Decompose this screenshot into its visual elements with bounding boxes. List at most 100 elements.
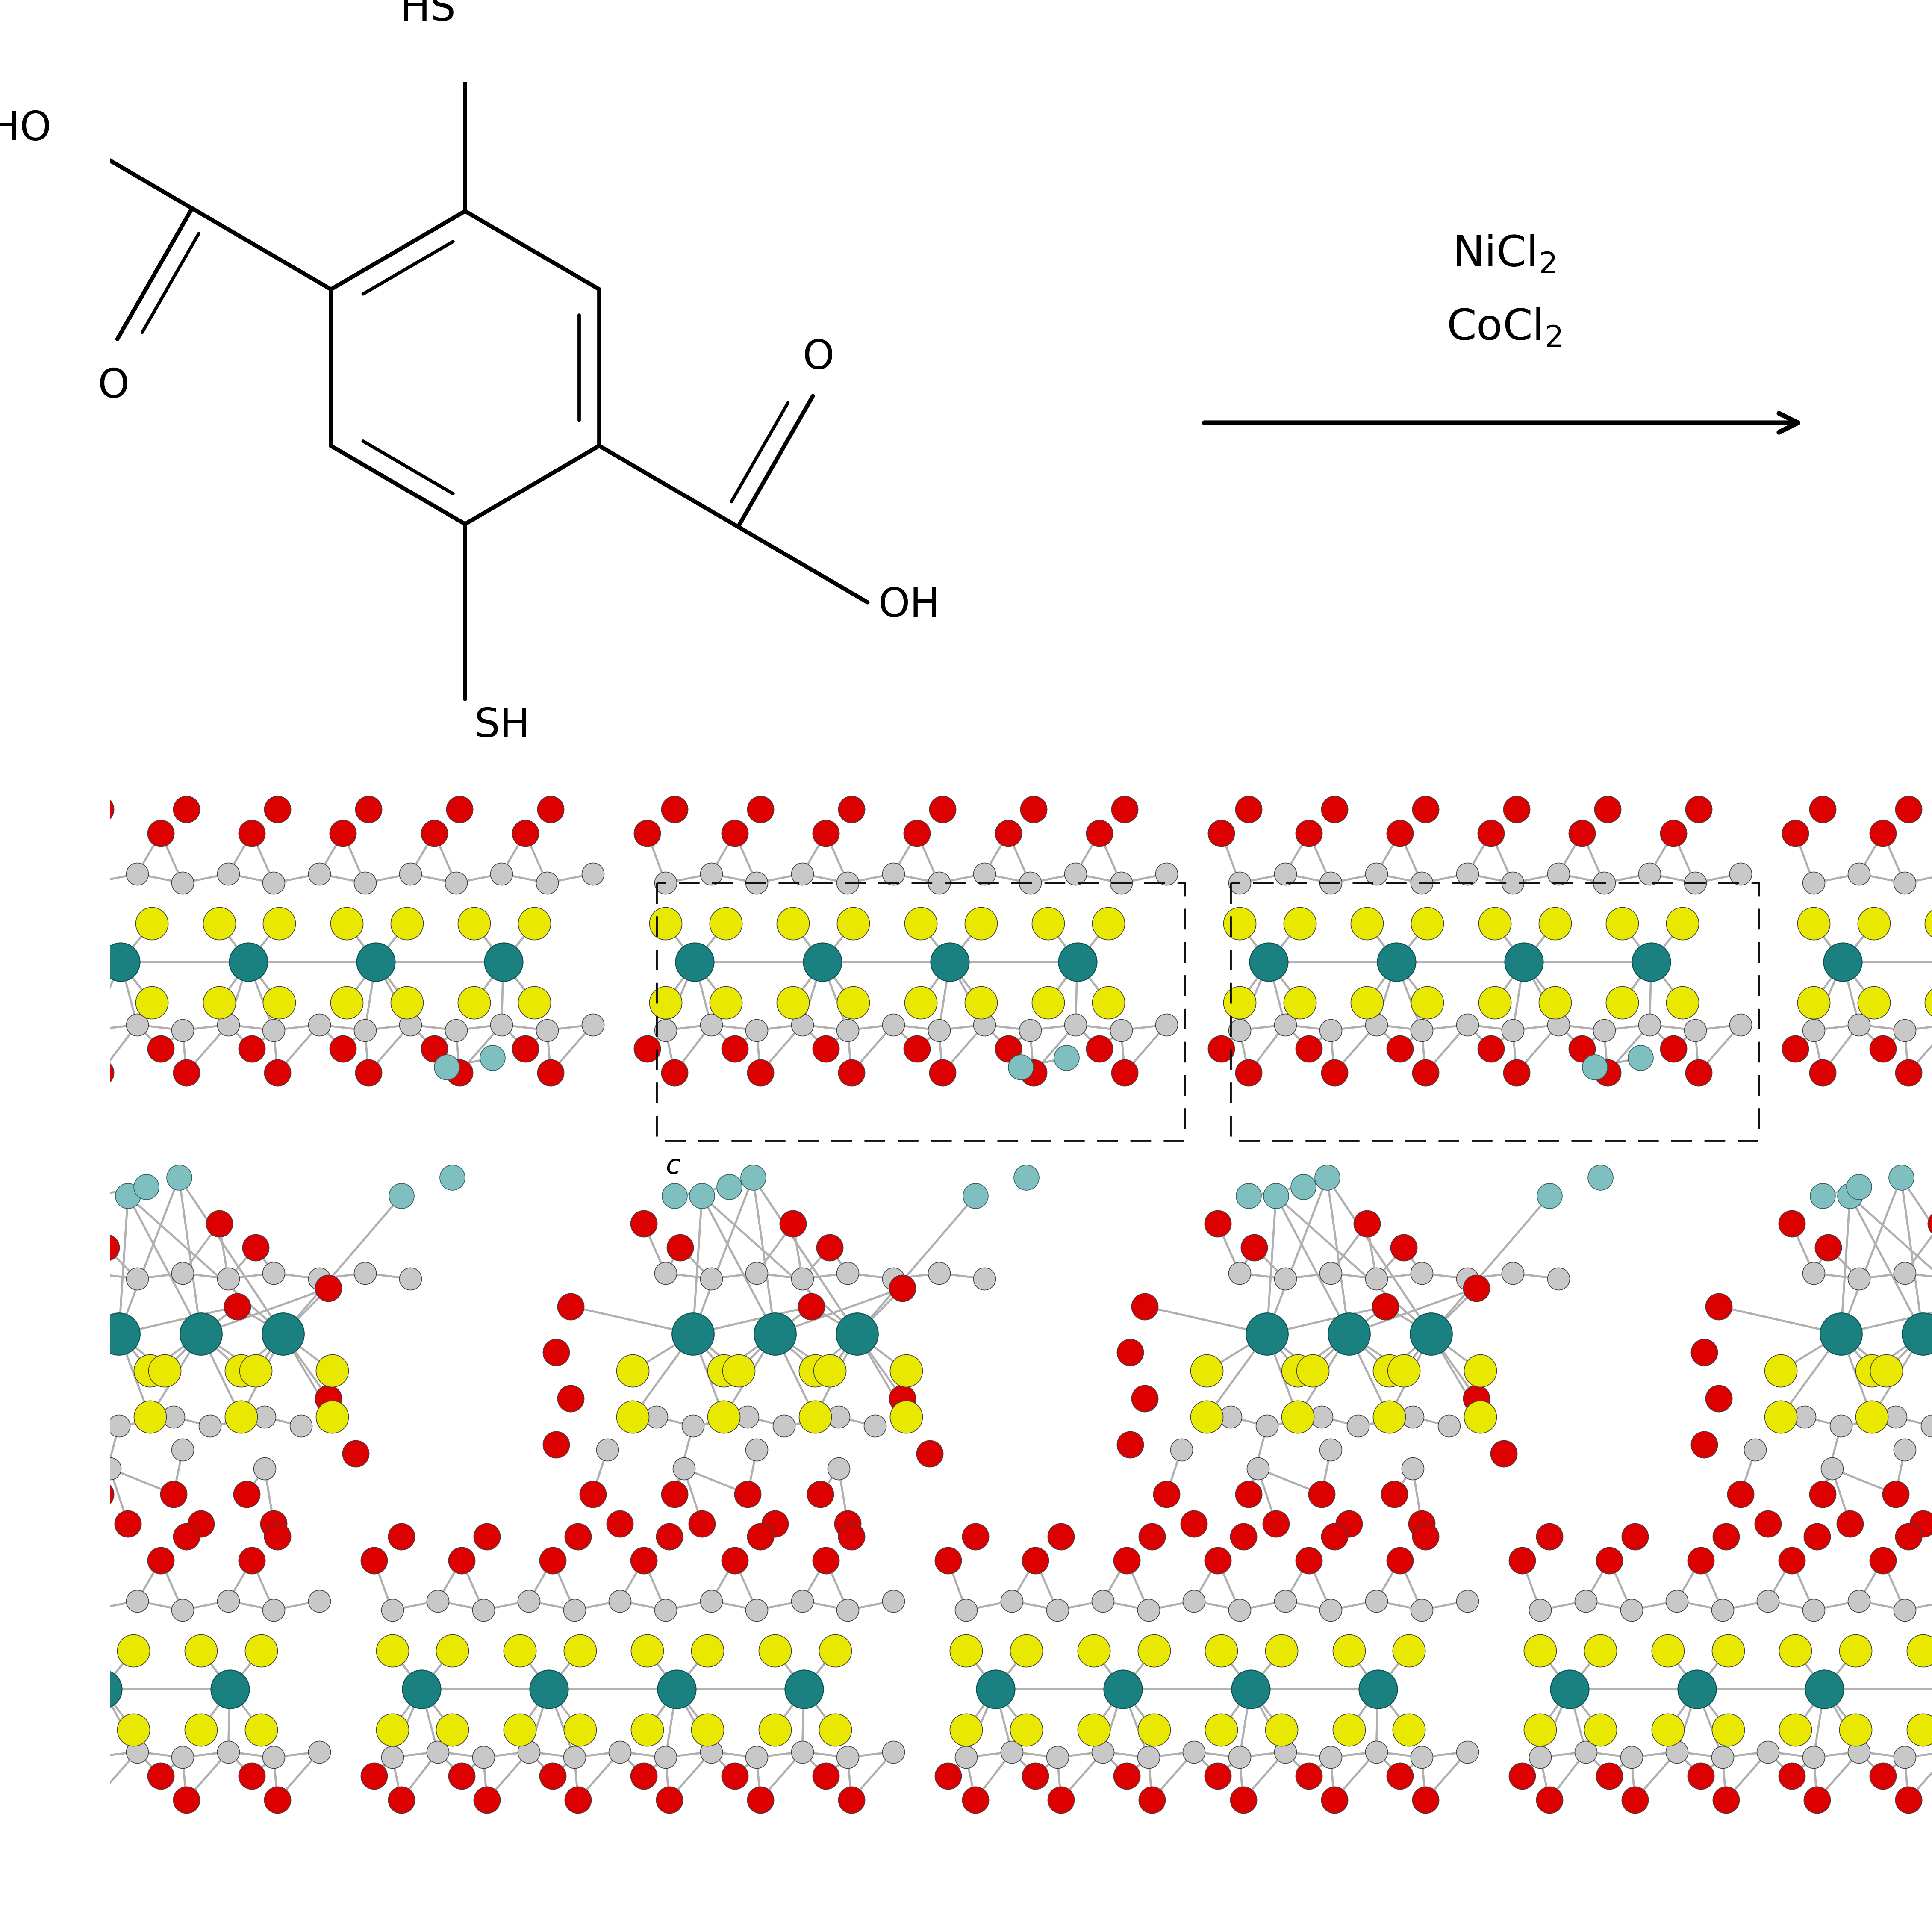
Point <box>1766 1402 1797 1433</box>
Point <box>1010 1635 1041 1665</box>
Point <box>1293 1544 1323 1575</box>
Point <box>259 1594 290 1625</box>
Point <box>558 1594 589 1625</box>
Point <box>359 1544 390 1575</box>
Point <box>1227 1521 1258 1552</box>
Point <box>966 908 997 938</box>
Point <box>386 1181 417 1211</box>
Point <box>1316 1742 1347 1773</box>
Point <box>1868 1760 1899 1790</box>
Point <box>122 1010 153 1040</box>
Point <box>1451 1585 1482 1615</box>
Point <box>1725 1479 1756 1510</box>
Point <box>746 1785 777 1815</box>
Point <box>810 817 840 848</box>
Point <box>759 1319 790 1350</box>
Point <box>1254 946 1285 977</box>
Point <box>1397 1454 1428 1485</box>
Point <box>769 1411 800 1442</box>
Point <box>1509 946 1540 977</box>
Point <box>649 1015 680 1046</box>
Point <box>79 1521 110 1552</box>
Point <box>1285 986 1316 1017</box>
Point <box>317 1356 348 1386</box>
Point <box>1839 1713 1870 1744</box>
Point <box>1524 1713 1555 1744</box>
Point <box>354 794 384 825</box>
Point <box>203 986 234 1017</box>
Point <box>104 1411 135 1442</box>
Point <box>145 1033 176 1063</box>
Point <box>1571 1736 1602 1767</box>
Point <box>330 908 361 938</box>
Point <box>813 1233 844 1263</box>
Point <box>203 1208 234 1238</box>
Point <box>877 1263 908 1294</box>
Point <box>796 1290 827 1321</box>
Point <box>1779 1033 1810 1063</box>
Point <box>1387 1233 1418 1263</box>
Point <box>1387 1356 1418 1386</box>
Point <box>259 1508 290 1538</box>
Point <box>531 1015 562 1046</box>
Point <box>678 1319 709 1350</box>
Point <box>377 1742 408 1773</box>
Point <box>1381 946 1412 977</box>
Point <box>377 1635 408 1665</box>
Point <box>653 1785 684 1815</box>
Point <box>742 1435 773 1465</box>
Point <box>232 946 263 977</box>
Point <box>112 1181 143 1211</box>
Point <box>0 1713 21 1744</box>
Point <box>85 1058 116 1088</box>
Point <box>170 1785 201 1815</box>
Point <box>1312 1161 1343 1192</box>
Point <box>468 1742 498 1773</box>
Point <box>837 1785 867 1815</box>
Point <box>686 1181 717 1211</box>
Point <box>1607 908 1638 938</box>
Point <box>668 1454 699 1485</box>
Point <box>468 1594 498 1625</box>
Point <box>1320 1785 1350 1815</box>
Point <box>1636 946 1667 977</box>
Point <box>1360 1585 1391 1615</box>
Point <box>746 1058 777 1088</box>
Point <box>535 1058 566 1088</box>
Point <box>118 1713 149 1744</box>
Point <box>1779 1635 1810 1665</box>
Point <box>487 858 518 888</box>
Point <box>1242 1454 1273 1485</box>
Point <box>170 794 201 825</box>
Point <box>43 1356 73 1386</box>
Point <box>259 867 290 898</box>
Point <box>564 1635 595 1665</box>
Point <box>1808 1673 1839 1704</box>
Point <box>1410 1058 1441 1088</box>
Point <box>833 1508 864 1538</box>
Point <box>504 1635 535 1665</box>
Point <box>1192 1356 1223 1386</box>
Point <box>4 858 35 888</box>
Point <box>1667 908 1698 938</box>
Point <box>104 1319 135 1350</box>
Point <box>1179 1585 1209 1615</box>
Point <box>1252 1319 1283 1350</box>
Point <box>1225 1742 1256 1773</box>
Point <box>1488 1438 1519 1469</box>
Point <box>541 1336 572 1367</box>
Point <box>168 1015 199 1046</box>
Point <box>1269 1010 1300 1040</box>
Point <box>833 1258 864 1288</box>
Point <box>1843 1010 1874 1040</box>
Point <box>1151 858 1182 888</box>
Point <box>1667 986 1698 1017</box>
Point <box>1652 1713 1683 1744</box>
Point <box>1018 1058 1049 1088</box>
Point <box>661 1673 692 1704</box>
Point <box>185 1508 216 1538</box>
Point <box>31 1585 62 1615</box>
Point <box>692 1635 723 1665</box>
Point <box>1464 1356 1495 1386</box>
Point <box>923 867 954 898</box>
